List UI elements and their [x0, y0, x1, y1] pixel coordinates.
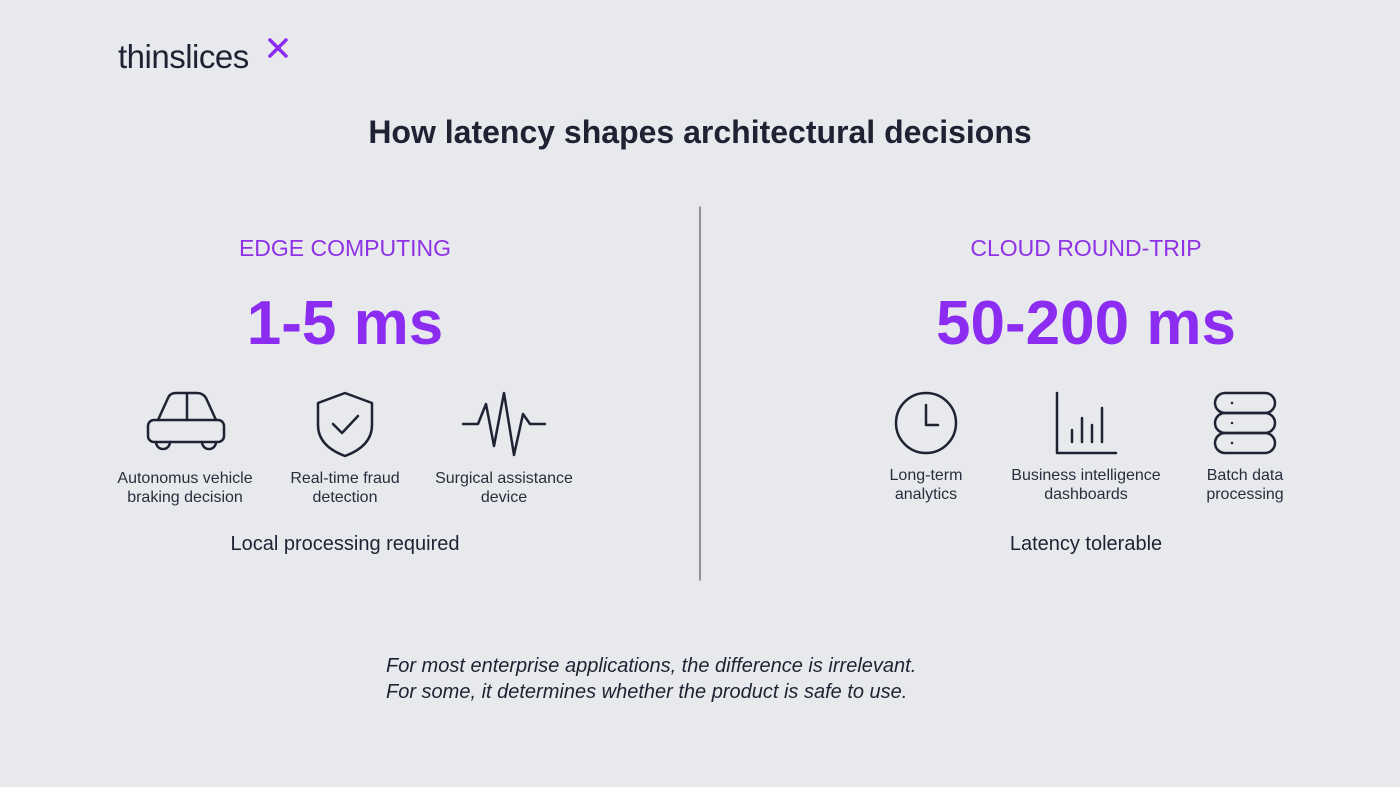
latency-value: 50-200 ms [936, 289, 1236, 358]
item-label: Business intelligence dashboards [996, 466, 1176, 504]
label-line: detection [312, 489, 378, 506]
label-line: Real-time fraud [290, 470, 400, 487]
logo: thinslices [118, 38, 249, 75]
label-line: Autonomus vehicle [117, 470, 253, 487]
note-line: For some, it determines whether the prod… [386, 681, 908, 703]
item-label: Surgical assistance device [419, 469, 589, 507]
column-heading: CLOUD ROUND-TRIP [970, 235, 1202, 261]
label-line: analytics [894, 486, 958, 503]
label-line: Batch data [1206, 467, 1284, 484]
stack-icon [1213, 391, 1277, 455]
clock-icon [894, 391, 958, 455]
label-line: processing [1206, 486, 1284, 503]
wave-icon [461, 391, 547, 457]
label-line: Long-term [889, 467, 963, 484]
label-line: braking decision [127, 489, 243, 506]
item-label: Long-term analytics [841, 466, 1011, 504]
latency-value: 1-5 ms [246, 289, 444, 358]
item-label: Real-time fraud detection [260, 469, 430, 507]
item-label: Autonomus vehicle braking decision [100, 469, 270, 507]
label-line: Business intelligence [1011, 467, 1161, 484]
column-heading: EDGE COMPUTING [238, 235, 452, 261]
title: How latency shapes architectural decisio… [368, 114, 1032, 150]
label-line: Surgical assistance [435, 470, 573, 487]
shield-icon [316, 391, 374, 458]
car-icon [146, 391, 226, 451]
label-line: device [480, 489, 528, 506]
label-line: dashboards [1044, 486, 1128, 503]
note: For most enterprise applications, the di… [386, 653, 916, 705]
note-line: For most enterprise applications, the di… [386, 655, 917, 677]
chart-icon [1055, 391, 1118, 455]
column-footer: Local processing required [230, 533, 460, 555]
column-footer: Latency tolerable [1009, 533, 1163, 555]
logo-mark [268, 38, 288, 58]
item-label: Batch data processing [1160, 466, 1330, 504]
